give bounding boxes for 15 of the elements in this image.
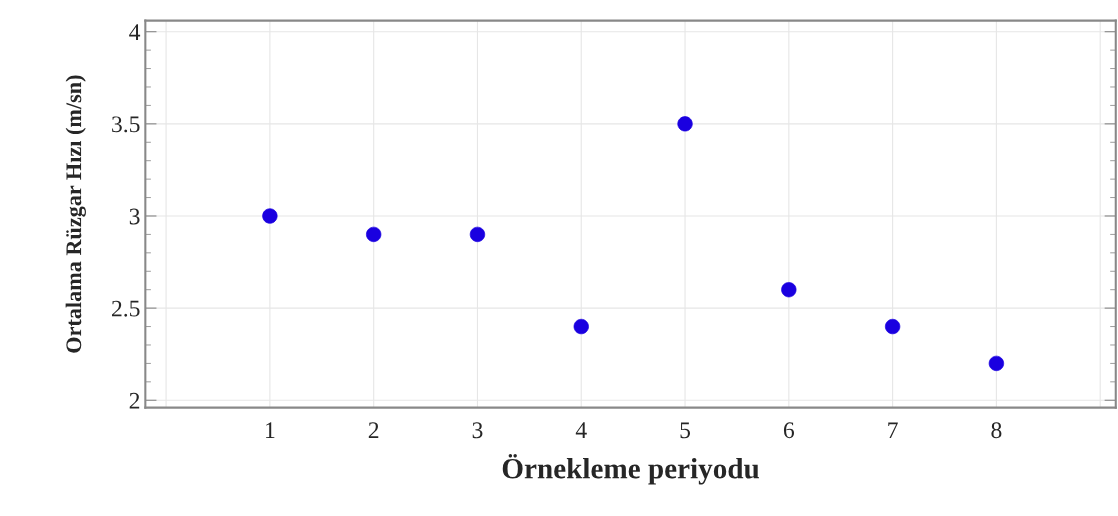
y-tick-label: 3 [129, 208, 140, 225]
x-tick-label: 2 [368, 422, 379, 438]
x-tick-label: 4 [575, 422, 587, 438]
y-tick-label: 4 [129, 24, 141, 40]
y-tick-label: 2.5 [112, 300, 140, 317]
x-tick-label: 7 [888, 422, 898, 438]
x-tick-label: 6 [783, 422, 795, 439]
y-axis-title: Ortalama Rüzgar Hızı (m/sn) [65, 75, 86, 353]
y-tick-label: 3.5 [112, 116, 140, 133]
x-axis-title: Örnekleme periyodu [502, 454, 759, 485]
x-tick-label: 8 [991, 422, 1002, 439]
x-tick-label: 1 [266, 422, 275, 438]
y-tick-label: 2 [129, 392, 140, 409]
x-tick-label: 5 [680, 422, 691, 439]
x-tick-label: 3 [472, 422, 483, 439]
